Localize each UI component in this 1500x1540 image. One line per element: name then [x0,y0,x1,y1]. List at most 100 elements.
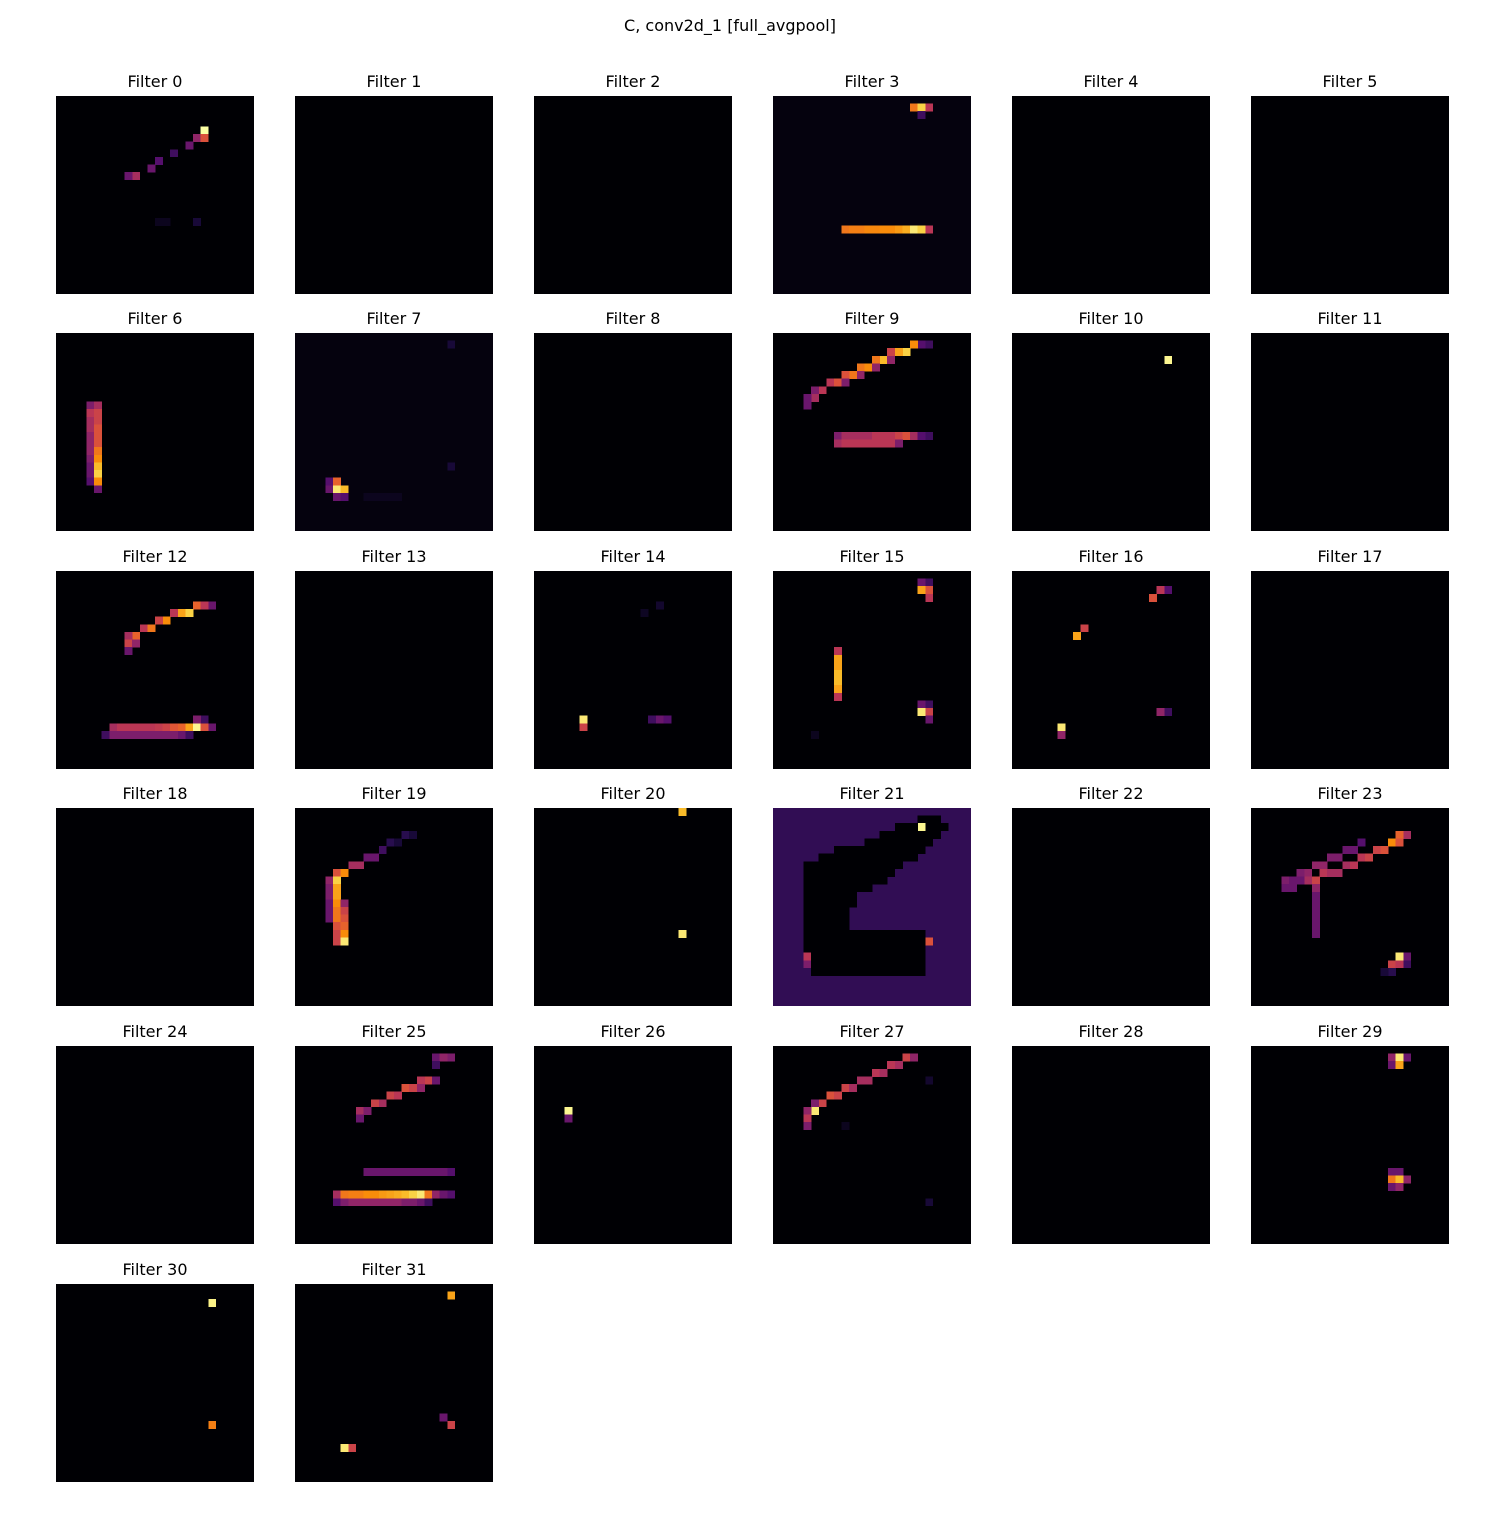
heatmap-cell [880,945,888,953]
heatmap-cell [826,877,834,885]
heatmap-cell [849,1084,857,1092]
heatmap-panel: Filter 28 [1012,1022,1210,1244]
heatmap-cell [872,1069,880,1077]
heatmap-panel: Filter 8 [534,309,732,531]
heatmap-cell [819,877,827,885]
heatmap-cell [826,968,834,976]
heatmap-cell [864,1076,872,1084]
heatmap-cell [1312,907,1320,915]
heatmap-image [773,808,971,1006]
heatmap-cell [1396,1061,1404,1069]
heatmap-cell [857,1076,865,1084]
heatmap-panel: Filter 10 [1012,309,1210,531]
heatmap-cell [1388,960,1396,968]
heatmap-cell [447,1191,455,1199]
heatmap-cell [1149,594,1157,602]
heatmap-cell [811,899,819,907]
heatmap-cell [333,922,341,930]
heatmap-cell [857,861,865,869]
heatmap-cell [864,432,872,440]
panel-title: Filter 0 [36,72,274,91]
panel-title: Filter 14 [514,547,752,566]
heatmap-cell [1388,1054,1396,1062]
heatmap-cell [803,953,811,961]
heatmap-cell [1312,877,1320,885]
heatmap-cell [887,432,895,440]
heatmap-cell [94,455,102,463]
heatmap-cell [656,716,664,724]
heatmap-cell [125,640,133,648]
heatmap-cell [1320,861,1328,869]
heatmap-cell [424,1076,432,1084]
heatmap-cell [356,1198,364,1206]
heatmap-cell [125,723,133,731]
heatmap-cell [803,960,811,968]
heatmap-cell [834,953,842,961]
heatmap-cell [849,371,857,379]
heatmap-cell [857,854,865,862]
heatmap-cell [826,930,834,938]
heatmap-cell [826,922,834,930]
heatmap-cell [826,960,834,968]
heatmap-panel: Filter 27 [773,1022,971,1244]
heatmap-cell [941,823,949,831]
heatmap-cell [94,402,102,410]
heatmap-cell [872,356,880,364]
heatmap-panel: Filter 11 [1251,309,1449,531]
heatmap-panel: Filter 31 [295,1260,493,1482]
heatmap-cell [341,930,349,938]
heatmap-cell [880,861,888,869]
panel-title: Filter 2 [514,72,752,91]
heatmap-image [1012,571,1210,769]
heatmap-cell [208,1421,216,1429]
heatmap-cell [910,104,918,112]
heatmap-cell [447,1054,455,1062]
heatmap-cell [163,218,171,226]
heatmap-cell [386,1198,394,1206]
heatmap-cell [826,937,834,945]
heatmap-cell [333,915,341,923]
heatmap-cell [379,1099,387,1107]
heatmap-cell [1388,838,1396,846]
heatmap-cell [895,968,903,976]
heatmap-cell [834,915,842,923]
heatmap-cell [842,899,850,907]
heatmap-cell [849,930,857,938]
heatmap-cell [872,363,880,371]
heatmap-image [1251,333,1449,531]
heatmap-cell [902,854,910,862]
heatmap-background [534,333,732,531]
heatmap-cell [440,1168,448,1176]
heatmap-cell [880,930,888,938]
heatmap-cell [155,218,163,226]
heatmap-cell [880,877,888,885]
heatmap-image [773,333,971,531]
heatmap-cell [857,937,865,945]
heatmap-cell [857,877,865,885]
heatmap-cell [1281,884,1289,892]
heatmap-cell [803,899,811,907]
heatmap-cell [819,854,827,862]
panel-title: Filter 10 [992,309,1230,328]
heatmap-background [56,96,254,294]
heatmap-cell [803,915,811,923]
heatmap-cell [86,478,94,486]
heatmap-image [534,1046,732,1244]
heatmap-cell [925,341,933,349]
heatmap-cell [918,823,926,831]
heatmap-cell [849,899,857,907]
heatmap-cell [842,937,850,945]
heatmap-cell [364,854,372,862]
heatmap-cell [895,1061,903,1069]
heatmap-cell [201,601,209,609]
heatmap-cell [117,723,125,731]
heatmap-cell [811,394,819,402]
heatmap-panel: Filter 26 [534,1022,732,1244]
heatmap-cell [834,647,842,655]
heatmap-cell [803,402,811,410]
heatmap-cell [86,402,94,410]
heatmap-cell [811,731,819,739]
heatmap-cell [819,968,827,976]
heatmap-cell [857,960,865,968]
heatmap-background [56,1284,254,1482]
